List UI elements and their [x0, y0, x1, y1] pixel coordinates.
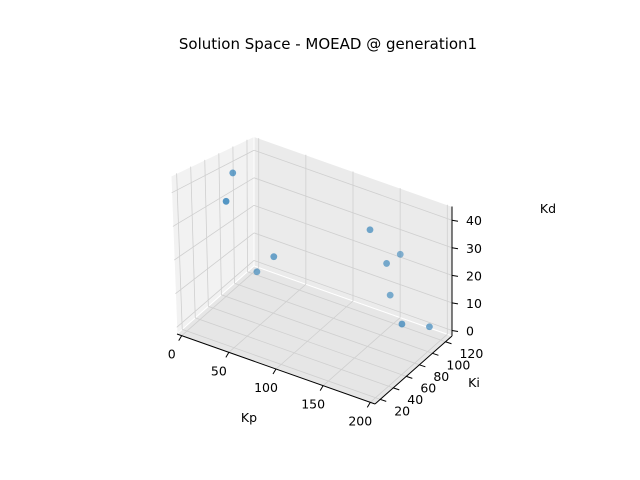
data-point [426, 323, 433, 331]
grid-line [370, 334, 448, 403]
data-point [366, 226, 374, 234]
z-axis-label: Kd [540, 201, 556, 216]
grid-line [176, 260, 255, 328]
grid-line [234, 282, 433, 354]
data-point [386, 291, 394, 299]
z-tick-label: 0 [466, 323, 474, 338]
tick-marks [178, 219, 459, 408]
grid-line [228, 284, 307, 353]
grid-line [181, 267, 259, 336]
grid-line [204, 159, 209, 307]
data-point [270, 253, 278, 261]
grid-line [275, 300, 354, 370]
y-axis-label: Ki [468, 375, 480, 390]
z-tick-label: 40 [466, 213, 482, 228]
tick-mark [451, 247, 459, 250]
z-tick-label: 20 [466, 268, 482, 283]
grid-line [171, 149, 255, 194]
grid-line [246, 139, 248, 272]
tick-mark [432, 352, 439, 356]
data-point [229, 169, 237, 177]
grid-line [221, 294, 420, 366]
tick-mark [445, 341, 452, 345]
grid-line [182, 329, 381, 400]
grid-line [253, 260, 453, 331]
grid-line [175, 232, 255, 294]
tick-mark [419, 364, 426, 368]
x-tick-label: 100 [254, 380, 278, 395]
grid-line [190, 166, 196, 318]
data-point [222, 197, 230, 205]
tick-mark [319, 385, 324, 391]
tick-mark [366, 402, 371, 408]
grid-line [253, 232, 453, 304]
x-tick-label: 200 [348, 413, 372, 428]
z-tick-label: 30 [466, 241, 482, 256]
tick-mark [451, 274, 459, 277]
data-point [383, 260, 390, 267]
tick-mark [393, 387, 400, 391]
grid-line [173, 205, 255, 261]
grid-line [176, 173, 183, 330]
grid-line [218, 153, 222, 295]
data-point [396, 250, 404, 258]
y-tick-label: 20 [394, 403, 410, 418]
tick-mark [406, 375, 413, 379]
tick-mark [225, 352, 230, 358]
tick-mark [380, 398, 387, 402]
scatter-points [222, 169, 433, 331]
grid-line [253, 204, 453, 276]
grid-line [253, 177, 453, 249]
grid-line [195, 317, 394, 389]
x-tick-label: 50 [211, 363, 227, 378]
y-tick-label: 40 [407, 392, 423, 407]
y-axis-line [374, 335, 453, 405]
grid-line [232, 146, 235, 284]
data-point [253, 268, 261, 276]
tick-mark [451, 219, 459, 222]
x-tick-label: 0 [168, 347, 176, 362]
x-axis-label: Kp [241, 410, 257, 425]
x-tick-label: 150 [301, 397, 325, 412]
data-point [398, 320, 406, 328]
tick-mark [451, 329, 459, 332]
chart-title: Solution Space - MOEAD @ generation1 [179, 35, 477, 53]
y-tick-label: 80 [433, 369, 449, 384]
y-tick-label: 120 [459, 346, 483, 361]
grid-line [172, 177, 255, 227]
z-tick-label: 10 [466, 296, 482, 311]
grid-line [247, 271, 446, 343]
tick-mark [272, 368, 277, 375]
grid-line [322, 317, 401, 386]
y-tick-label: 60 [420, 380, 436, 395]
grid-line [208, 305, 407, 377]
y-tick-label: 100 [446, 357, 470, 372]
grid-line [253, 149, 453, 221]
tick-mark [451, 302, 459, 305]
tick-mark [178, 335, 183, 341]
